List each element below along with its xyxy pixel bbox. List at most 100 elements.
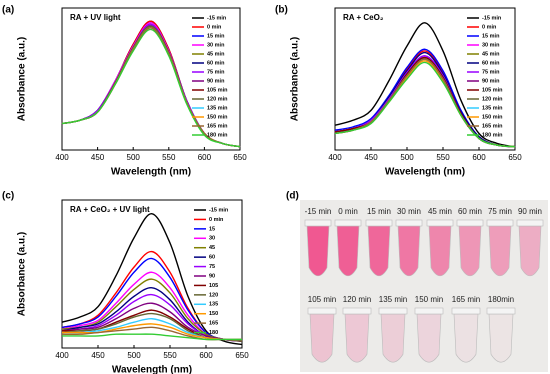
legend-label: 90 min: [482, 78, 500, 84]
x-tick-label: 500: [127, 351, 141, 360]
tube-label: 0 min: [338, 207, 358, 216]
legend-label: 45 min: [482, 51, 500, 57]
tube-label: 180min: [488, 295, 514, 304]
legend-label: 165: [209, 321, 218, 327]
x-tick-label: 600: [199, 351, 213, 360]
panel-label: (a): [2, 5, 14, 16]
legend-label: 120 min: [207, 96, 228, 102]
x-tick-label: 450: [91, 153, 105, 162]
tube-label: 135 min: [379, 295, 407, 304]
tube-cap: [307, 307, 337, 315]
spectrum-line: [61, 333, 242, 341]
legend-label: 150 min: [207, 114, 228, 120]
x-tick-label: 550: [162, 153, 176, 162]
tube-cap: [378, 307, 408, 315]
x-tick-label: 400: [55, 351, 69, 360]
legend-label: 180 min: [482, 132, 503, 138]
spectrum-line: [61, 302, 243, 342]
legend-label: -15 min: [209, 207, 229, 213]
y-axis-label: Absorbance (a.u.): [17, 232, 28, 316]
tube-label: 120 min: [343, 295, 371, 304]
tube-label: 30 min: [397, 207, 421, 216]
spectrum-line: [61, 278, 243, 342]
x-axis-label: Wavelength (nm): [385, 167, 465, 178]
legend-label: 30 min: [482, 42, 500, 48]
x-axis-label: Wavelength (nm): [112, 365, 192, 374]
tube-cap: [414, 307, 444, 315]
legend-label: 180 min: [207, 132, 228, 138]
legend-label: 15 min: [482, 33, 500, 39]
x-tick-label: 500: [127, 153, 141, 162]
legend-label: 15: [209, 226, 215, 232]
tube-cap: [456, 219, 484, 227]
tube-body: [397, 225, 421, 277]
tube-cap: [516, 219, 544, 227]
legend-label: 75 min: [482, 69, 500, 75]
tube-cap: [395, 219, 423, 227]
x-tick-label: 650: [508, 153, 522, 162]
x-tick-label: 500: [400, 153, 414, 162]
x-tick-label: 600: [198, 153, 212, 162]
tube-label: 105 min: [308, 295, 336, 304]
tube-cap: [334, 219, 362, 227]
legend-label: 0 min: [482, 24, 497, 30]
legend-label: 150: [209, 311, 218, 317]
y-axis-label: Absorbance (a.u.): [290, 37, 301, 121]
tube-label: 75 min: [488, 207, 512, 216]
legend-label: 135: [209, 302, 218, 308]
legend-label: 165 min: [482, 123, 503, 129]
tube-label: 15 min: [367, 207, 391, 216]
x-tick-label: 600: [472, 153, 486, 162]
legend-label: 105 min: [482, 87, 503, 93]
x-axis-label: Wavelength (nm): [111, 167, 191, 178]
chart-title: RA + CeO₂: [343, 13, 384, 22]
x-tick-label: 400: [55, 153, 69, 162]
tube-body: [416, 313, 442, 363]
tube-body: [380, 313, 406, 363]
spectrum-line: [61, 28, 241, 148]
tube-label: 165 min: [452, 295, 480, 304]
x-tick-label: 550: [163, 351, 177, 360]
legend-label: 150 min: [482, 114, 503, 120]
legend-label: 60: [209, 255, 215, 261]
tube-cap: [365, 219, 393, 227]
tube-body: [518, 225, 542, 277]
tube-label: 45 min: [428, 207, 452, 216]
legend-label: 15 min: [207, 33, 225, 39]
x-tick-label: 550: [436, 153, 450, 162]
legend-label: 105 min: [207, 87, 228, 93]
legend-label: 60 min: [207, 60, 225, 66]
plot-frame: [61, 199, 243, 349]
tube-label: 90 min: [518, 207, 542, 216]
y-axis-label: Absorbance (a.u.): [17, 37, 28, 121]
legend-label: 75: [209, 264, 215, 270]
legend-label: 105: [209, 283, 218, 289]
tube-body: [453, 313, 479, 363]
tube-label: -15 min: [305, 207, 332, 216]
x-tick-label: 400: [328, 153, 342, 162]
legend-label: 30 min: [207, 42, 225, 48]
legend-label: 45 min: [207, 51, 225, 57]
tube-body: [488, 225, 512, 277]
legend-label: 30: [209, 236, 215, 242]
tube-cap: [304, 219, 332, 227]
legend-label: 180: [209, 330, 218, 336]
tube-body: [309, 313, 335, 363]
legend-label: 0 min: [207, 24, 222, 30]
x-tick-label: 450: [91, 351, 105, 360]
legend-label: -15 min: [207, 15, 227, 21]
spectrum-line: [334, 22, 516, 148]
spectrum-line: [334, 61, 516, 148]
plot-frame: [61, 7, 241, 151]
panel-label: (d): [286, 191, 299, 202]
tube-label: 150 min: [415, 295, 443, 304]
tube-body: [488, 313, 514, 363]
legend-label: 135 min: [207, 105, 228, 111]
tube-cap: [451, 307, 481, 315]
legend-label: 75 min: [207, 69, 225, 75]
x-tick-label: 650: [235, 351, 249, 360]
tube-body: [336, 225, 360, 277]
legend-label: -15 min: [482, 15, 502, 21]
tube-body: [458, 225, 482, 277]
